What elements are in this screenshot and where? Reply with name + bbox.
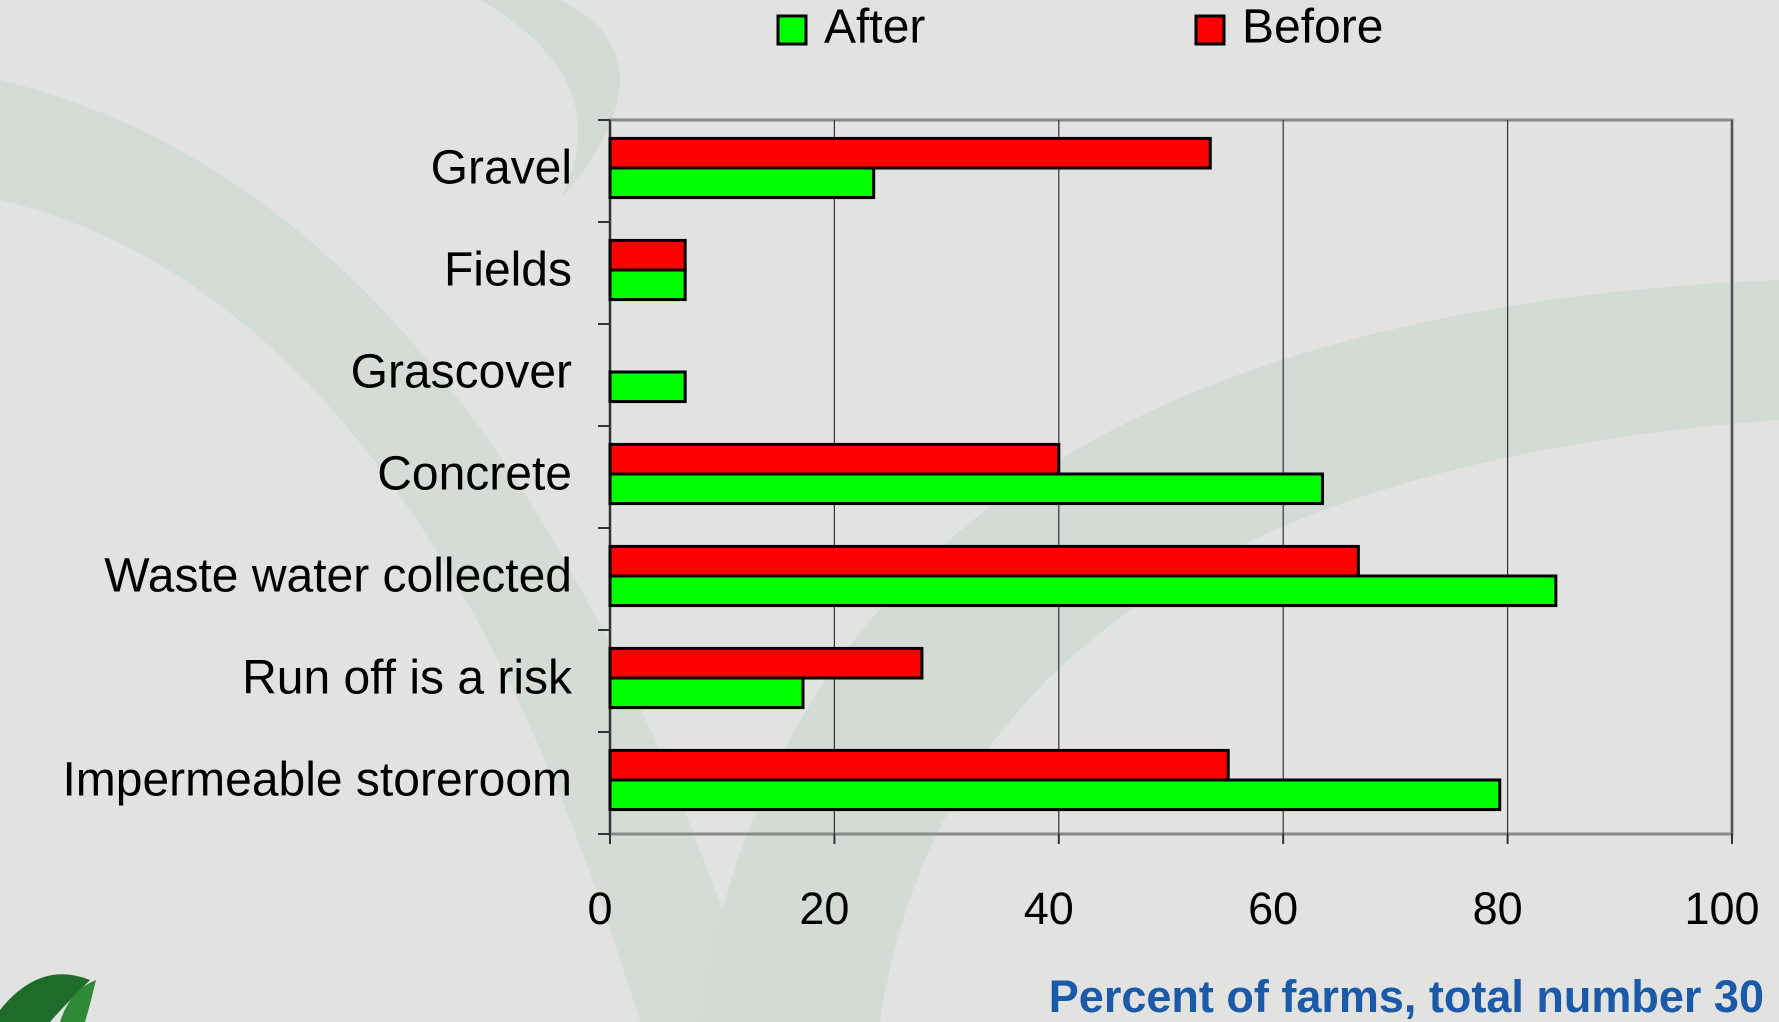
x-tick-label: 40	[1024, 883, 1074, 934]
bar	[608, 442, 1061, 476]
y-tick-label: Gravel	[431, 142, 572, 195]
decor	[0, 80, 760, 1022]
bar	[608, 748, 1230, 782]
y-tick-label: Impermeable storeroom	[62, 754, 572, 807]
y-tick-label: Run off is a risk	[242, 652, 573, 705]
legend-label: Before	[1242, 1, 1383, 54]
y-tick-label: Fields	[444, 244, 572, 297]
bar	[608, 370, 687, 404]
bar	[608, 676, 805, 710]
bar	[608, 268, 687, 302]
x-tick-label: 80	[1473, 883, 1523, 934]
bar	[608, 574, 1558, 608]
bar	[608, 472, 1324, 506]
bar	[608, 544, 1360, 578]
x-tick-label: 60	[1248, 883, 1298, 934]
bar	[608, 136, 1212, 170]
x-tick-label: 100	[1684, 883, 1759, 934]
legend-label: After	[824, 1, 925, 54]
y-tick-label: Waste water collected	[104, 550, 572, 603]
legend-swatch	[1194, 14, 1226, 46]
logo	[60, 980, 96, 1022]
logo	[0, 974, 90, 1022]
x-axis-label: Percent of farms, total number 30	[1049, 971, 1764, 1022]
decor	[480, 0, 620, 200]
bar	[608, 166, 876, 200]
y-tick-label: Concrete	[377, 448, 572, 501]
x-tick-label: 0	[587, 883, 612, 934]
bar	[608, 646, 924, 680]
bar	[608, 778, 1502, 812]
x-tick-label: 20	[799, 883, 849, 934]
y-tick-label: Grascover	[351, 346, 572, 399]
bar	[608, 238, 687, 272]
legend-swatch	[776, 14, 808, 46]
